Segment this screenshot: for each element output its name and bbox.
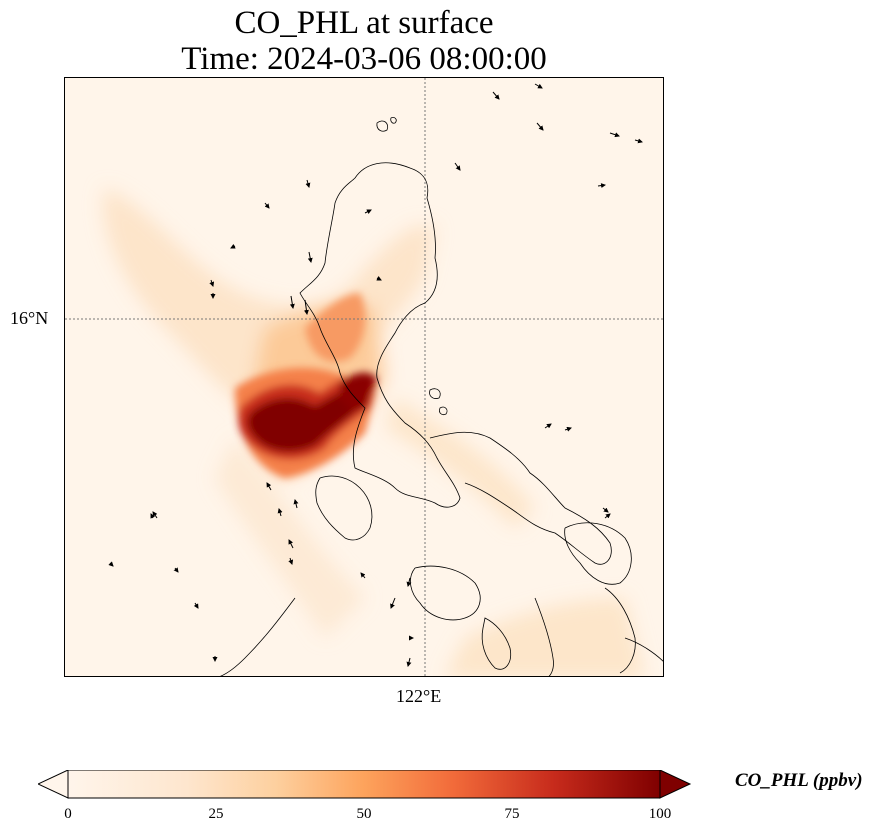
coastline-bicol [429, 431, 612, 565]
wind-arrow [360, 572, 366, 579]
wind-arrow [288, 557, 294, 565]
colorbar-extend-max [659, 770, 692, 799]
latitude-label: 16°N [10, 308, 49, 328]
wind-arrow [364, 209, 372, 215]
coastline-mindanao [624, 637, 663, 662]
wind-arrow [230, 243, 236, 249]
colorbar-tick: 0 [64, 806, 72, 822]
coastline-panay [410, 565, 481, 621]
wind-arrow [544, 423, 552, 429]
plume-faint-south [215, 438, 365, 638]
colorbar-tick: 25 [208, 806, 224, 822]
wind-arrow [307, 251, 313, 263]
wind-vectors [108, 83, 643, 667]
wind-arrow [604, 513, 611, 519]
wind-arrow [376, 275, 382, 281]
graticule [65, 78, 663, 676]
plume-east-band [385, 398, 535, 528]
wind-arrow [406, 657, 412, 667]
coastlines [220, 117, 663, 676]
wind-arrow [454, 162, 461, 171]
map-time-subtitle: Time: 2024-03-06 08:00:00 [181, 41, 547, 77]
wind-arrow [288, 539, 294, 549]
colorbar-tick: 75 [504, 806, 520, 822]
wind-arrow [193, 602, 199, 609]
wind-arrow [602, 507, 609, 513]
colorbar-label: CO_PHL (ppbv) [735, 770, 863, 791]
wind-arrow [492, 91, 500, 100]
wind-arrow [536, 122, 544, 131]
coastline-cebu [534, 597, 554, 676]
wind-arrow [266, 482, 272, 491]
wind-arrow [150, 513, 156, 519]
colorbar-tick: 100 [648, 806, 672, 822]
wind-arrow [289, 295, 295, 309]
coastline-mindoro [315, 475, 373, 541]
map-canvas [65, 78, 663, 676]
wind-arrow [108, 561, 114, 567]
wind-arrow [209, 279, 215, 287]
coastline-islet-2 [390, 117, 397, 124]
wind-arrow [277, 508, 283, 517]
coastline-islet-3 [429, 388, 441, 399]
co-concentration-field [103, 188, 645, 676]
coastline-islet-1 [376, 120, 389, 132]
wind-arrow [534, 83, 543, 89]
coastline-leyte [604, 587, 636, 674]
wind-arrow [634, 138, 643, 144]
coastline-palawan [220, 597, 296, 676]
wind-arrow [293, 499, 299, 509]
colorbar-tick: 50 [356, 806, 372, 822]
map-title: CO_PHL at surface [234, 5, 494, 41]
plume-core [247, 383, 370, 452]
wind-arrow [390, 597, 396, 609]
longitude-label: 122°E [396, 686, 442, 706]
plume-medium-north [305, 293, 366, 362]
map-panel[interactable] [64, 77, 664, 677]
coastline-samar [564, 522, 632, 585]
wind-arrow [406, 577, 412, 587]
colorbar-gradient [67, 770, 661, 799]
coastline-islet-4 [439, 406, 448, 416]
colorbar-extend-min [38, 770, 69, 799]
wind-arrow [305, 179, 311, 188]
coastline-negros [481, 617, 512, 670]
wind-arrow [303, 299, 309, 315]
wind-arrow [264, 202, 270, 209]
coastline-luzon [299, 162, 461, 508]
wind-arrow [564, 426, 572, 432]
wind-arrow [152, 511, 158, 519]
wind-arrow [609, 132, 620, 138]
wind-arrow [597, 183, 606, 189]
plume-core-ne [340, 372, 377, 410]
wind-arrow [173, 567, 179, 573]
colorbar [38, 770, 692, 799]
plume-southeast [446, 598, 645, 676]
